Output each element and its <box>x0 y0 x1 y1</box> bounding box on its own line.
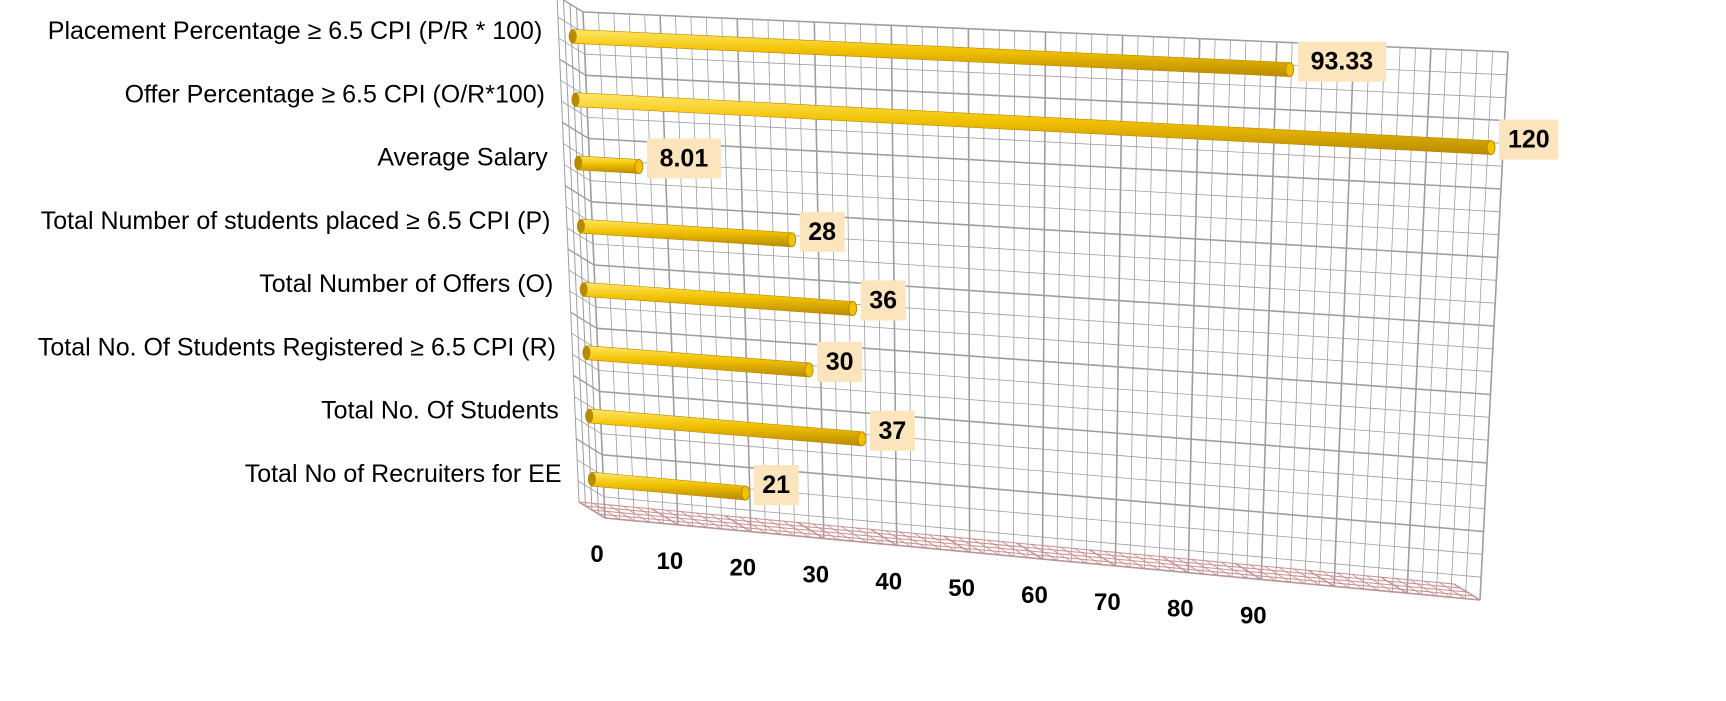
bar-start-cap <box>587 472 596 487</box>
data-label-text: 93.33 <box>1311 48 1374 76</box>
data-label: 21 <box>753 465 799 506</box>
data-label-bg <box>1297 41 1387 82</box>
bar-start-cap <box>568 29 577 44</box>
back-wall-gridline-horizontal <box>601 433 1485 510</box>
category-label: Offer Percentage ≥ 6.5 CPI (O/R*100) <box>125 80 545 108</box>
bar-end-cap <box>1285 62 1295 78</box>
category-label: Total No of Recruiters for EE <box>245 460 562 488</box>
data-label-text: 8.01 <box>660 145 709 173</box>
x-tick-label: 50 <box>948 575 975 602</box>
back-wall-gridline-horizontal <box>591 201 1498 259</box>
bar-start-cap <box>585 408 594 423</box>
x-tick-labels: 0 10 20 30 40 50 60 70 80 90 <box>590 541 1266 630</box>
data-label-bg <box>646 138 721 179</box>
bar <box>572 29 1291 77</box>
back-wall-gridline-horizontal <box>590 180 1499 236</box>
back-wall-gridline-horizontal <box>595 306 1492 373</box>
x-tick-label: 0 <box>590 541 603 568</box>
x-tick-label: 90 <box>1240 603 1267 630</box>
floor-gridline <box>585 505 1461 589</box>
bar-start-cap <box>579 282 588 297</box>
bar <box>590 471 747 501</box>
back-wall-gridline-horizontal <box>596 327 1491 396</box>
back-wall-gridline-horizontal <box>593 264 1495 327</box>
back-wall-gridline-horizontal <box>599 390 1488 464</box>
floor-gridline <box>578 501 1455 585</box>
back-wall-gridline-horizontal <box>598 370 1489 441</box>
data-labels: 93.33 120 8.01 28 36 30 37 21 <box>646 41 1559 506</box>
bar-end-cap <box>848 301 858 316</box>
floor-gridline <box>598 513 1474 597</box>
data-label-bg <box>1499 119 1559 160</box>
data-label-bg <box>860 280 906 321</box>
data-label-bg <box>753 465 799 506</box>
back-wall-gridline-horizontal <box>585 74 1505 122</box>
data-label: 36 <box>860 280 906 321</box>
back-wall-gridline-horizontal <box>584 53 1506 99</box>
category-label: Total No. Of Students <box>321 397 559 425</box>
back-wall-gridline-horizontal <box>593 243 1496 304</box>
category-label: Placement Percentage ≥ 6.5 CPI (P/R * 10… <box>48 17 543 45</box>
side-wall-gridline <box>556 0 580 503</box>
bar-start-cap <box>574 155 583 170</box>
data-label-text: 28 <box>808 218 836 246</box>
category-label: Average Salary <box>377 144 548 172</box>
x-tick-label: 70 <box>1094 589 1121 616</box>
x-tick-label: 40 <box>875 568 902 595</box>
floor-gridline <box>591 509 1468 593</box>
data-label: 120 <box>1499 119 1559 160</box>
bar-end-cap <box>804 362 814 378</box>
data-label-text: 30 <box>826 348 854 376</box>
data-label: 8.01 <box>646 138 721 179</box>
back-wall-gridline-horizontal <box>604 496 1482 578</box>
bar-start-cap <box>582 345 591 360</box>
data-label-bg <box>869 410 915 451</box>
category-labels: Placement Percentage ≥ 6.5 CPI (P/R * 10… <box>38 17 562 488</box>
x-tick-label: 10 <box>657 548 684 575</box>
data-label-text: 36 <box>869 287 897 315</box>
data-label: 30 <box>817 341 863 382</box>
bar-end-cap <box>787 232 797 248</box>
category-label: Total Number of students placed ≥ 6.5 CP… <box>41 207 551 235</box>
data-label-text: 21 <box>762 471 790 499</box>
x-tick-label: 20 <box>729 555 756 582</box>
data-label: 37 <box>869 410 915 451</box>
category-label: Total Number of Offers (O) <box>259 270 553 298</box>
back-wall-gridline-horizontal <box>602 454 1484 533</box>
data-label: 28 <box>799 211 845 252</box>
back-wall-gridline-horizontal <box>603 475 1483 555</box>
data-label-bg <box>817 341 863 382</box>
bar <box>580 218 793 248</box>
data-label-text: 120 <box>1508 126 1550 154</box>
side-wall-gridline <box>576 7 599 515</box>
bars <box>568 29 1496 501</box>
back-wall-gridline-horizontal <box>587 117 1503 167</box>
x-tick-label: 80 <box>1167 596 1194 623</box>
bar-start-cap <box>571 92 580 107</box>
bar <box>577 155 640 174</box>
bar-end-cap <box>857 431 867 447</box>
data-label: 93.33 <box>1297 41 1387 82</box>
side-wall-gridline <box>563 0 586 507</box>
side-wall-gridline <box>569 3 593 511</box>
data-label-text: 37 <box>878 417 906 445</box>
back-wall-gridline-horizontal <box>589 159 1500 213</box>
floor-gridline <box>604 517 1481 601</box>
data-label-bg <box>799 211 845 252</box>
bar-start-cap <box>576 219 585 234</box>
bar <box>582 282 854 316</box>
x-tick-label: 60 <box>1021 582 1048 609</box>
category-label: Total No. Of Students Registered ≥ 6.5 C… <box>38 333 556 361</box>
x-tick-label: 30 <box>802 562 829 589</box>
bar-end-cap <box>741 485 751 501</box>
bar-end-cap <box>1486 140 1496 156</box>
back-wall-gridline-horizontal <box>588 137 1502 190</box>
bar-end-cap <box>634 159 644 174</box>
